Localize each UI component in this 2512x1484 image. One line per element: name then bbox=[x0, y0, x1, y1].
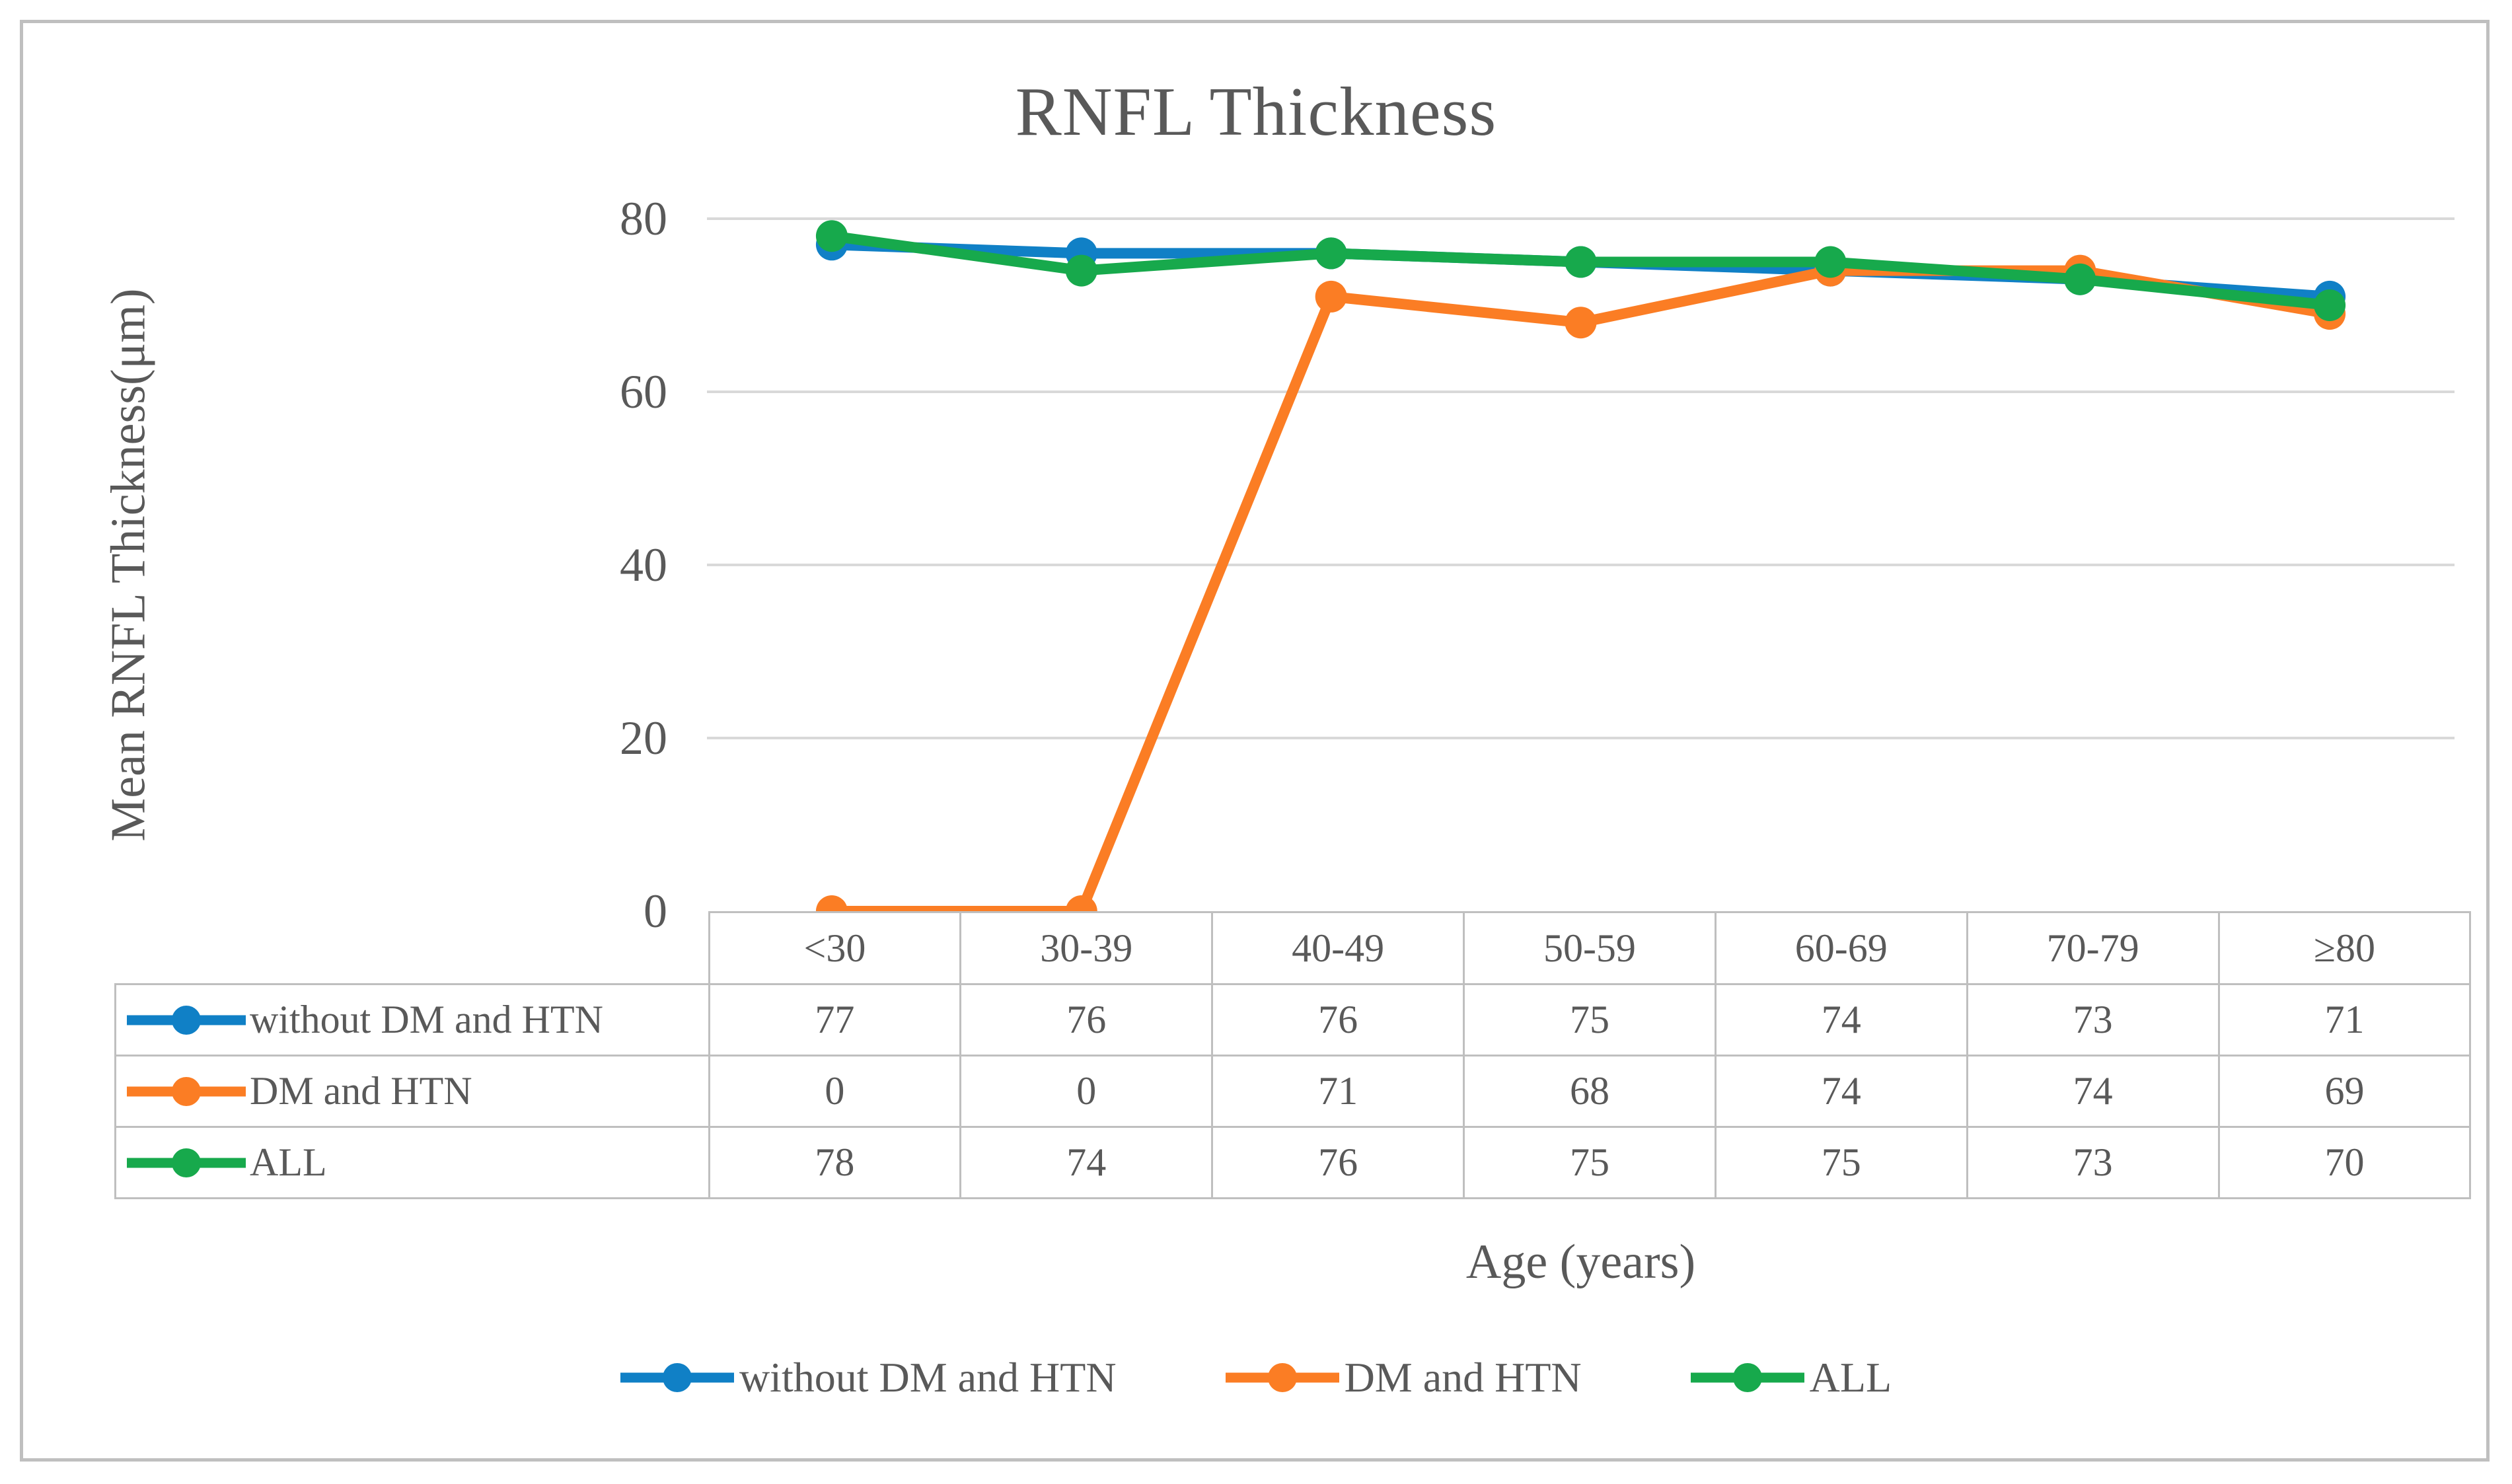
table-value-cell: 76 bbox=[959, 983, 1214, 1057]
table-value-cell: 78 bbox=[708, 1126, 962, 1199]
table-header-cell: 50-59 bbox=[1463, 911, 1717, 985]
table-value-cell: 68 bbox=[1463, 1055, 1717, 1128]
table-value-cell: 75 bbox=[1463, 1126, 1717, 1199]
table-value-cell: 73 bbox=[1966, 1126, 2220, 1199]
y-tick-label: 80 bbox=[620, 192, 667, 245]
series-name-label: DM and HTN bbox=[250, 1069, 472, 1113]
x-axis-title: Age (years) bbox=[1465, 1235, 1696, 1289]
legend-key-icon bbox=[127, 1148, 246, 1177]
legend-key-icon bbox=[1690, 1363, 1804, 1392]
table-row-label: without DM and HTN bbox=[114, 983, 710, 1057]
table-row: DM and HTN 0 0 71 68 74 74 69 bbox=[114, 1055, 2472, 1128]
series-line bbox=[831, 265, 2331, 916]
chart-title: RNFL Thickness bbox=[1015, 73, 1497, 150]
y-tick-label: 60 bbox=[620, 365, 667, 418]
legend-item: DM and HTN bbox=[1225, 1353, 1582, 1402]
data-point-marker bbox=[815, 220, 848, 252]
series-name-label: ALL bbox=[250, 1140, 327, 1184]
legend-item-label: ALL bbox=[1809, 1354, 1892, 1401]
table-value-cell: 70 bbox=[2217, 1126, 2472, 1199]
y-tick-label: 20 bbox=[620, 712, 667, 764]
table-header-cell: 60-69 bbox=[1714, 911, 1968, 985]
legend-key-icon bbox=[620, 1363, 734, 1392]
legend-item: without DM and HTN bbox=[620, 1353, 1117, 1402]
table-header-cell: 40-49 bbox=[1211, 911, 1465, 985]
table-header-cell: 70-79 bbox=[1966, 911, 2220, 985]
table-value-cell: 0 bbox=[959, 1055, 1214, 1128]
table-row-label: ALL bbox=[114, 1126, 710, 1199]
table-value-cell: 77 bbox=[708, 983, 962, 1057]
table-header-cell: <30 bbox=[708, 911, 962, 985]
chart-legend: without DM and HTN DM and HTN ALL bbox=[0, 1353, 2512, 1402]
data-point-marker bbox=[2064, 263, 2096, 295]
table-value-cell: 74 bbox=[1714, 983, 1968, 1057]
legend-item: ALL bbox=[1690, 1353, 1892, 1402]
data-point-marker bbox=[1065, 254, 1097, 287]
table-value-cell: 69 bbox=[2217, 1055, 2472, 1128]
data-point-marker bbox=[1315, 280, 1347, 313]
table-value-cell: 74 bbox=[1966, 1055, 2220, 1128]
table-value-cell: 71 bbox=[2217, 983, 2472, 1057]
table-header-row: <30 30-39 40-49 50-59 60-69 70-79 ≥80 bbox=[116, 911, 2472, 985]
table-value-cell: 75 bbox=[1714, 1126, 1968, 1199]
table-value-cell: 75 bbox=[1463, 983, 1717, 1057]
table-value-cell: 76 bbox=[1211, 983, 1465, 1057]
table-value-cell: 73 bbox=[1966, 983, 2220, 1057]
plot-area bbox=[707, 217, 2455, 927]
table-row: without DM and HTN 77 76 76 75 74 73 71 bbox=[114, 983, 2472, 1057]
table-value-cell: 71 bbox=[1211, 1055, 1465, 1128]
table-row-label: DM and HTN bbox=[114, 1055, 710, 1128]
legend-item-label: DM and HTN bbox=[1344, 1354, 1582, 1401]
legend-key-icon bbox=[127, 1076, 246, 1106]
y-axis-title: Mean RNFL Thickness(μm) bbox=[101, 288, 156, 842]
y-tick-label: 40 bbox=[620, 538, 667, 591]
data-point-marker bbox=[1565, 246, 1597, 278]
data-point-marker bbox=[1315, 237, 1347, 270]
table-value-cell: 0 bbox=[708, 1055, 962, 1128]
data-point-marker bbox=[1814, 246, 1847, 278]
legend-key-icon bbox=[1225, 1363, 1339, 1392]
table-header-cell: 30-39 bbox=[959, 911, 1214, 985]
data-point-marker bbox=[1565, 307, 1597, 339]
table-header-cell: ≥80 bbox=[2217, 911, 2472, 985]
legend-key-icon bbox=[127, 1005, 246, 1035]
y-tick-label: 0 bbox=[644, 885, 667, 938]
legend-item-label: without DM and HTN bbox=[739, 1354, 1117, 1401]
data-table: <30 30-39 40-49 50-59 60-69 70-79 ≥80 without D… bbox=[114, 911, 2472, 1199]
series-name-label: without DM and HTN bbox=[250, 998, 603, 1041]
table-row: ALL 78 74 76 75 75 73 70 bbox=[114, 1126, 2472, 1199]
table-value-cell: 74 bbox=[1714, 1055, 1968, 1128]
table-value-cell: 74 bbox=[959, 1126, 1214, 1199]
table-value-cell: 76 bbox=[1211, 1126, 1465, 1199]
data-point-marker bbox=[2314, 289, 2346, 321]
